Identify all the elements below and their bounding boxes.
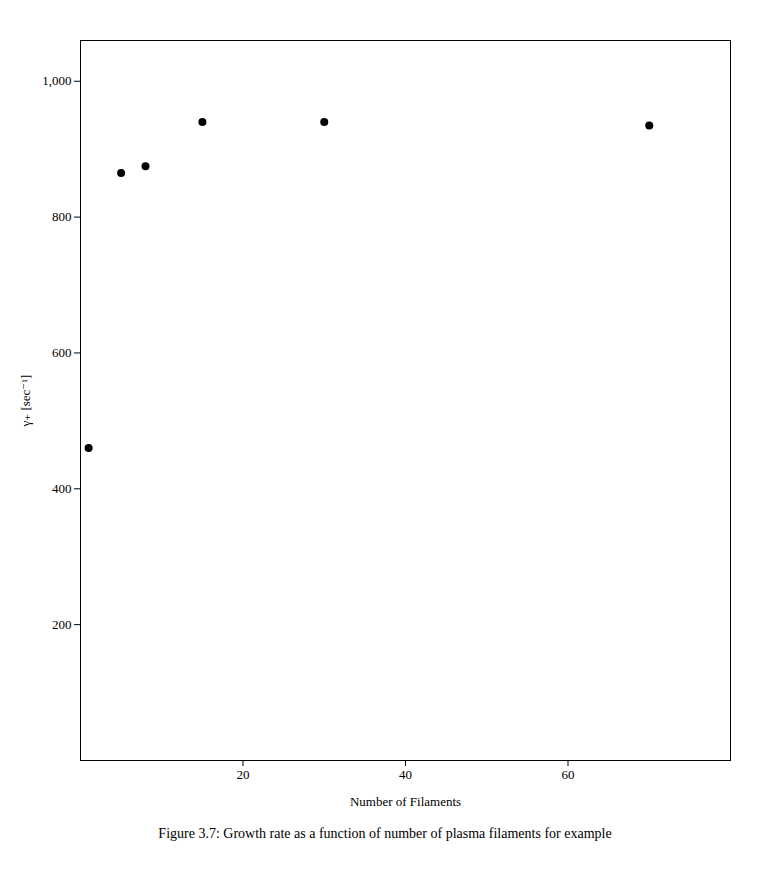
svg-text:400: 400 — [52, 481, 72, 496]
svg-text:600: 600 — [52, 345, 72, 360]
svg-text:40: 40 — [399, 767, 412, 782]
svg-text:60: 60 — [562, 767, 575, 782]
svg-text:200: 200 — [52, 617, 72, 632]
svg-text:γ₊ [sec⁻¹]: γ₊ [sec⁻¹] — [18, 375, 33, 428]
svg-text:20: 20 — [237, 767, 250, 782]
svg-text:Number of Filaments: Number of Filaments — [350, 794, 461, 809]
html-text:Figure 3.7: Growth rate as a f: Figure 3.7: Growth rate as a function of… — [158, 826, 612, 841]
svg-text:1,000: 1,000 — [42, 73, 71, 88]
svg-text:800: 800 — [52, 209, 72, 224]
